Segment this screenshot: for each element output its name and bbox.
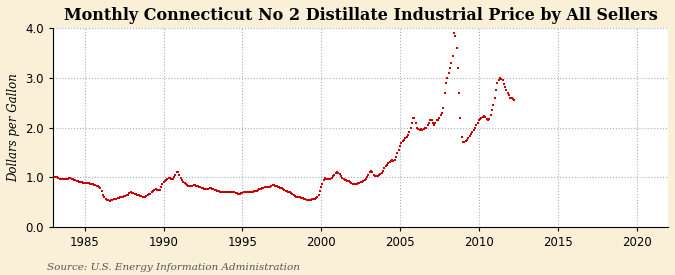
Text: Source: U.S. Energy Information Administration: Source: U.S. Energy Information Administ… xyxy=(47,263,300,272)
Y-axis label: Dollars per Gallon: Dollars per Gallon xyxy=(7,73,20,182)
Title: Monthly Connecticut No 2 Distillate Industrial Price by All Sellers: Monthly Connecticut No 2 Distillate Indu… xyxy=(63,7,657,24)
